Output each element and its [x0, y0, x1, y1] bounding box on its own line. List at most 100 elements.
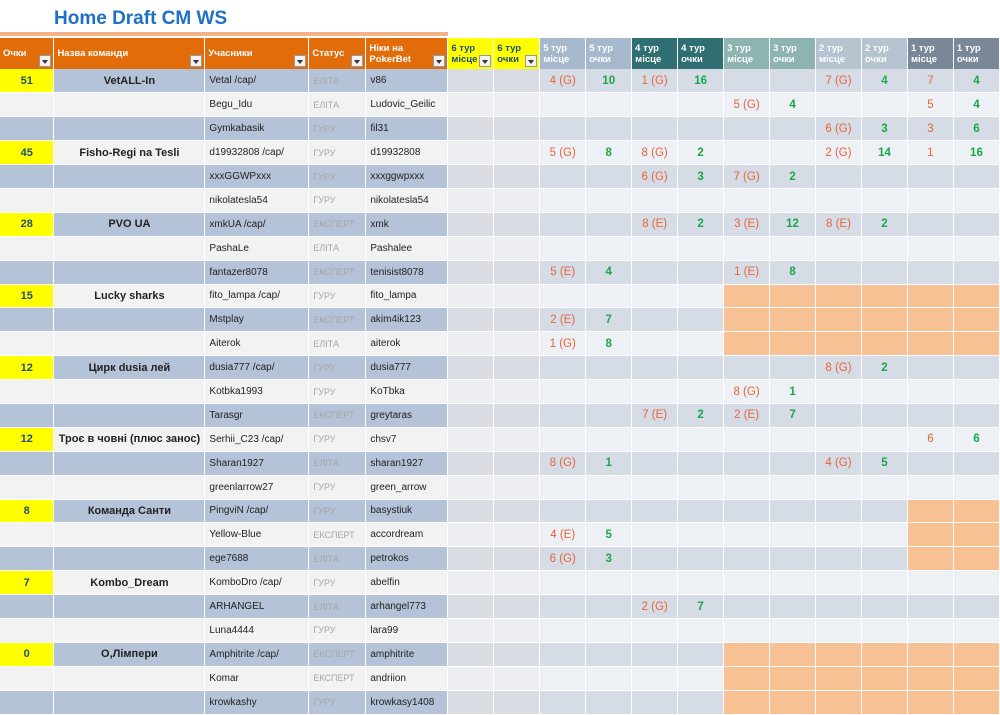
member-cell[interactable]: Tarasgr: [204, 403, 310, 428]
status-cell[interactable]: ГУРУ: [308, 164, 367, 189]
nick-cell[interactable]: lara99: [365, 618, 449, 643]
tour4-place-cell[interactable]: [631, 92, 679, 118]
tour2-place-cell[interactable]: [815, 188, 862, 213]
tour2-points-cell[interactable]: [861, 92, 908, 118]
tour6-place-cell[interactable]: [447, 355, 495, 381]
tour5-place-cell[interactable]: [539, 212, 587, 237]
tour2-place-cell[interactable]: [815, 427, 862, 452]
tour1-points-cell[interactable]: [953, 212, 1000, 237]
team-points-cell[interactable]: [0, 522, 55, 548]
tour5-points-cell[interactable]: [585, 403, 633, 428]
nick-cell[interactable]: sharan1927: [365, 451, 449, 476]
tour1-points-cell[interactable]: 6: [953, 116, 1000, 142]
tour3-points-cell[interactable]: [769, 116, 817, 142]
tour6-place-cell[interactable]: [447, 188, 495, 213]
tour1-points-cell[interactable]: [953, 451, 1000, 476]
filter-dropdown-icon[interactable]: [39, 55, 52, 67]
tour3-points-cell[interactable]: [769, 642, 817, 667]
team-name-cell[interactable]: [53, 164, 206, 189]
tour6-place-cell[interactable]: [447, 260, 495, 285]
tour2-points-cell[interactable]: [861, 594, 908, 619]
tour3-points-cell[interactable]: [769, 475, 817, 500]
tour6-points-cell[interactable]: [493, 212, 541, 237]
tour5-points-cell[interactable]: [585, 594, 633, 619]
member-cell[interactable]: d19932808 /cap/: [204, 140, 310, 166]
tour2-place-cell[interactable]: [815, 379, 862, 404]
team-name-cell[interactable]: [53, 546, 206, 572]
tour1-points-cell[interactable]: [953, 666, 1000, 691]
team-name-cell[interactable]: [53, 451, 206, 476]
tour5-place-cell[interactable]: [539, 355, 587, 381]
member-cell[interactable]: nikolatesla54: [204, 188, 310, 213]
member-cell[interactable]: Gymkabasik: [204, 116, 310, 142]
tour6-points-cell[interactable]: [493, 307, 541, 333]
tour6-place-cell[interactable]: [447, 427, 495, 452]
tour1-place-cell[interactable]: [907, 284, 954, 309]
member-cell[interactable]: fito_lampa /cap/: [204, 284, 310, 309]
tour5-points-cell[interactable]: [585, 284, 633, 309]
tour3-points-cell[interactable]: 4: [769, 92, 817, 118]
tour2-place-cell[interactable]: [815, 475, 862, 500]
tour2-place-cell[interactable]: [815, 618, 862, 643]
nick-cell[interactable]: amphitrite: [365, 642, 449, 667]
nick-cell[interactable]: akim4ik123: [365, 307, 449, 333]
tour3-place-cell[interactable]: [723, 307, 771, 333]
member-cell[interactable]: Aiterok: [204, 331, 310, 357]
tour2-place-cell[interactable]: [815, 331, 862, 357]
tour5-place-cell[interactable]: [539, 666, 587, 691]
tour6-points-cell[interactable]: [493, 522, 541, 548]
tour2-points-cell[interactable]: [861, 164, 908, 189]
tour3-points-cell[interactable]: [769, 427, 817, 452]
tour5-points-cell[interactable]: [585, 188, 633, 213]
tour2-place-cell[interactable]: 2 (G): [815, 140, 862, 166]
tour1-points-cell[interactable]: [953, 642, 1000, 667]
team-name-cell[interactable]: Цирк dusia лей: [53, 355, 206, 381]
tour4-points-cell[interactable]: [677, 642, 725, 667]
tour4-place-cell[interactable]: [631, 690, 679, 715]
tour3-place-cell[interactable]: 3 (E): [723, 212, 771, 237]
tour6-place-cell[interactable]: [447, 69, 495, 94]
tour2-place-cell[interactable]: [815, 284, 862, 309]
tour6-points-cell[interactable]: [493, 618, 541, 643]
tour3-place-cell[interactable]: [723, 188, 771, 213]
tour1-points-cell[interactable]: [953, 284, 1000, 309]
tour2-place-cell[interactable]: [815, 690, 862, 715]
tour3-points-cell[interactable]: 8: [769, 260, 817, 285]
tour4-points-cell[interactable]: 16: [677, 69, 725, 94]
tour5-place-cell[interactable]: [539, 427, 587, 452]
team-points-cell[interactable]: 8: [0, 499, 55, 524]
member-cell[interactable]: fantazer8078: [204, 260, 310, 285]
tour6-points-cell[interactable]: [493, 594, 541, 619]
tour4-place-cell[interactable]: [631, 475, 679, 500]
status-cell[interactable]: ЕКСПЕРТ: [308, 403, 367, 428]
tour2-place-cell[interactable]: [815, 403, 862, 428]
status-cell[interactable]: ЕЛІТА: [308, 92, 367, 118]
tour1-points-cell[interactable]: [953, 355, 1000, 381]
tour3-place-cell[interactable]: 1 (E): [723, 260, 771, 285]
tour6-place-cell[interactable]: [447, 451, 495, 476]
tour3-place-cell[interactable]: [723, 618, 771, 643]
tour5-points-cell[interactable]: [585, 642, 633, 667]
team-name-cell[interactable]: [53, 236, 206, 261]
tour2-points-cell[interactable]: [861, 331, 908, 357]
team-points-cell[interactable]: 45: [0, 140, 55, 166]
team-points-cell[interactable]: [0, 546, 55, 572]
tour1-place-cell[interactable]: [907, 331, 954, 357]
tour3-place-cell[interactable]: [723, 642, 771, 667]
filter-dropdown-icon[interactable]: [190, 55, 203, 67]
tour6-points-cell[interactable]: [493, 92, 541, 118]
tour3-place-cell[interactable]: 7 (G): [723, 164, 771, 189]
tour1-points-cell[interactable]: [953, 188, 1000, 213]
status-cell[interactable]: ЕЛІТА: [308, 451, 367, 476]
tour6-points-cell[interactable]: [493, 570, 541, 596]
tour2-place-cell[interactable]: [815, 236, 862, 261]
team-points-cell[interactable]: [0, 690, 55, 715]
tour4-place-cell[interactable]: 8 (G): [631, 140, 679, 166]
team-name-cell[interactable]: [53, 666, 206, 691]
status-cell[interactable]: ЕКСПЕРТ: [308, 212, 367, 237]
status-cell[interactable]: ГУРУ: [308, 116, 367, 142]
member-cell[interactable]: greenlarrow27: [204, 475, 310, 500]
tour5-place-cell[interactable]: [539, 188, 587, 213]
tour3-place-cell[interactable]: [723, 427, 771, 452]
tour3-points-cell[interactable]: [769, 451, 817, 476]
